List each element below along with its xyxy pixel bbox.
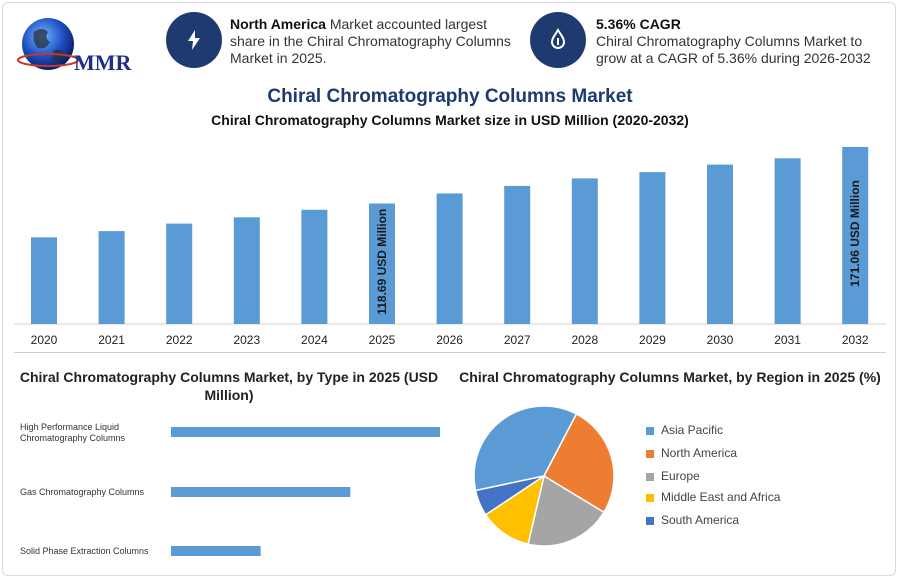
bar-2025 — [369, 203, 395, 324]
type-bar-2 — [171, 546, 261, 556]
bar-2022 — [166, 223, 193, 324]
bar-2028 — [571, 178, 598, 324]
bar-2021 — [98, 231, 125, 324]
region-chart-title: Chiral Chromatography Columns Market, by… — [459, 369, 881, 385]
info2-text: Chiral Chromatography Columns Market to … — [596, 33, 871, 66]
legend-swatch — [646, 516, 654, 525]
info-north-america: North America Market accounted largest s… — [230, 16, 520, 67]
x-tick-2025: 2025 — [369, 333, 396, 347]
type-chart-title: Chiral Chromatography Columns Market, by… — [19, 369, 439, 403]
lightning-icon — [166, 12, 222, 68]
legend-item-south-america: South America — [646, 513, 739, 527]
x-tick-2021: 2021 — [98, 333, 125, 347]
x-tick-2023: 2023 — [233, 333, 260, 347]
main-chart-title: Chiral Chromatography Columns Market — [267, 86, 633, 107]
growth-icon — [530, 12, 586, 68]
logo-text: MMR — [74, 50, 132, 75]
x-tick-2024: 2024 — [301, 333, 328, 347]
bar-2032 — [842, 146, 869, 324]
bar-2030 — [707, 164, 733, 324]
info1-text: Market accounted largest share in the Ch… — [230, 16, 511, 66]
pie-slice-south-america — [474, 475, 545, 516]
x-tick-2020: 2020 — [31, 333, 58, 347]
type-bar-chart — [171, 427, 440, 556]
x-tick-2030: 2030 — [707, 333, 734, 347]
main-chart-subtitle: Chiral Chromatography Columns Market siz… — [211, 112, 689, 128]
region-pie-chart — [473, 405, 615, 547]
legend-label: North America — [661, 446, 738, 460]
legend-swatch — [646, 449, 654, 458]
legend-item-middle-east-and-africa: Middle East and Africa — [646, 490, 780, 504]
legend-item-europe: Europe — [646, 469, 700, 483]
mmr-logo: MMR — [14, 10, 144, 80]
x-tick-2028: 2028 — [571, 333, 598, 347]
legend-label: Middle East and Africa — [661, 490, 781, 504]
bar-2027 — [504, 185, 531, 324]
type-bar-0 — [171, 427, 440, 437]
legend-item-asia-pacific: Asia Pacific — [646, 423, 723, 437]
type-label-2: Solid Phase Extraction Columns — [20, 546, 149, 556]
bar-2020 — [31, 237, 57, 324]
market-size-bar-chart: 2020 2021 2022 2023 2024 2025 118.69 USD Milli… — [14, 146, 886, 347]
x-tick-2026: 2026 — [436, 333, 463, 347]
x-tick-2032: 2032 — [842, 333, 869, 347]
x-tick-2027: 2027 — [504, 333, 531, 347]
bar-2023 — [233, 217, 260, 324]
info1-bold: North America — [230, 16, 326, 32]
type-bar-1 — [171, 487, 351, 497]
legend-item-north-america: North America — [646, 446, 737, 460]
legend-swatch — [646, 472, 654, 481]
info-cagr: 5.36% CAGR Chiral Chromatography Columns… — [596, 16, 886, 67]
section-divider — [14, 352, 886, 353]
pie-slice-north-america — [543, 412, 615, 514]
bar-2024 — [301, 209, 328, 324]
type-label-1: Gas Chromatography Columns — [20, 487, 145, 497]
type-label-0: High Performance Liquid Chromatography C… — [20, 422, 126, 443]
bar-2029 — [639, 172, 666, 324]
legend-swatch — [646, 426, 654, 435]
legend-label: South America — [661, 513, 740, 527]
x-tick-2022: 2022 — [166, 333, 193, 347]
globe-icon — [17, 18, 79, 70]
data-label-2032: 171.06 USD Million — [848, 180, 862, 287]
x-tick-2031: 2031 — [774, 333, 801, 347]
bar-2026 — [436, 193, 463, 324]
pie-slice-asia-pacific — [473, 405, 578, 492]
info2-bold: 5.36% CAGR — [596, 16, 681, 32]
legend-swatch — [646, 493, 654, 502]
legend-label: Europe — [661, 469, 700, 483]
pie-slice-europe — [527, 474, 605, 547]
data-label-2025: 118.69 USD Million — [375, 209, 389, 315]
x-tick-2029: 2029 — [639, 333, 666, 347]
bar-2031 — [774, 158, 801, 324]
legend-label: Asia Pacific — [661, 423, 724, 437]
